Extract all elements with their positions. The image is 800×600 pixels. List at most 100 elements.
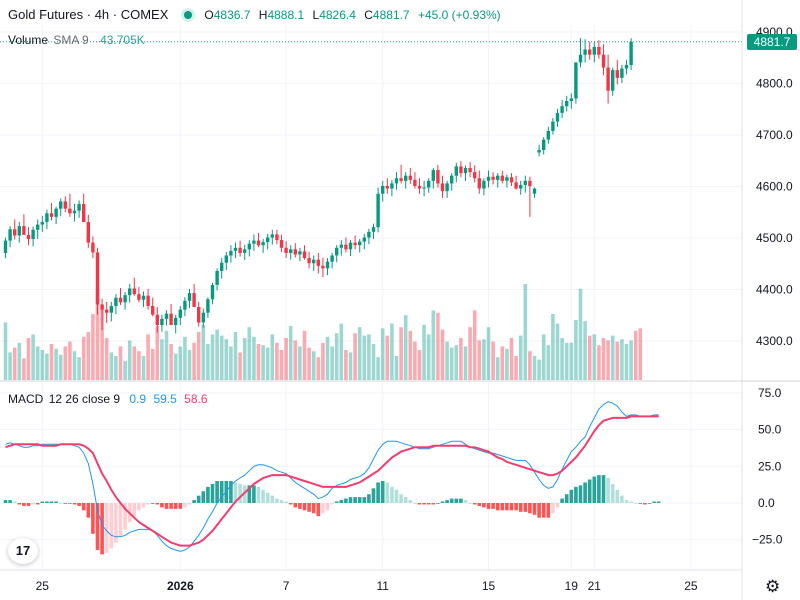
candle	[450, 173, 454, 191]
candle	[109, 301, 113, 322]
volume-bar	[449, 347, 454, 380]
volume-bar	[468, 327, 472, 380]
volume-bar	[615, 341, 620, 380]
volume-bar	[123, 360, 127, 380]
macd-histogram-bar	[49, 501, 54, 503]
macd-histogram-bar	[399, 494, 403, 503]
candle	[555, 108, 560, 127]
candle	[565, 95, 569, 112]
candle-body	[151, 305, 155, 315]
candle-body	[413, 179, 417, 186]
volume-bar	[127, 340, 132, 380]
candle	[436, 164, 440, 188]
macd-legend[interactable]: MACD 12 26 close 9 0.9 59.5 58.6	[8, 392, 208, 406]
candle-body	[91, 242, 95, 253]
candle-body	[220, 262, 224, 271]
candle	[72, 204, 77, 222]
candle	[523, 175, 527, 193]
volume-bar	[500, 346, 505, 380]
macd-histogram-bar	[26, 503, 31, 506]
volume-bar	[247, 327, 252, 380]
volume-bar	[422, 324, 426, 380]
volume-bar	[242, 338, 247, 380]
candle	[215, 268, 219, 291]
macd-histogram-bar	[495, 503, 500, 511]
macd-histogram-bar	[219, 480, 224, 503]
volume-bar	[601, 338, 606, 380]
candle-body	[592, 46, 596, 55]
volume-bar	[403, 315, 408, 380]
candle	[505, 174, 509, 188]
candle-body	[146, 295, 150, 306]
candle-body	[578, 54, 583, 63]
candle	[463, 165, 468, 181]
candle-body	[390, 183, 394, 189]
candle-body	[243, 249, 247, 253]
macd-histogram-bar	[390, 486, 394, 503]
candle	[592, 41, 596, 63]
candle-body	[123, 295, 127, 303]
candle-body	[261, 242, 265, 246]
macd-histogram-bar	[601, 475, 606, 503]
macd-histogram-bar	[587, 479, 592, 503]
macd-histogram-bar	[518, 503, 523, 512]
candle	[45, 209, 49, 230]
volume-bar	[564, 342, 569, 380]
volume-bar	[394, 356, 399, 380]
candle	[105, 301, 109, 323]
volume-legend[interactable]: Volume SMA 9 43.705K	[8, 33, 145, 47]
candle	[482, 178, 486, 196]
candle-body	[422, 187, 426, 189]
tradingview-logo-icon[interactable]: 17	[8, 538, 38, 564]
candle-body	[417, 185, 422, 189]
volume-bar	[353, 333, 357, 380]
candle-body	[178, 309, 182, 318]
macd-histogram-bar	[546, 503, 551, 518]
volume-bar	[624, 344, 629, 380]
close-label: C	[364, 7, 373, 22]
candle	[339, 240, 343, 256]
candle	[509, 173, 514, 186]
volume-bar	[219, 335, 224, 380]
macd-histogram-bar	[344, 498, 348, 503]
candle-body	[615, 70, 619, 78]
volume-bar	[454, 345, 459, 380]
candle	[243, 244, 247, 261]
macd-histogram-bar	[330, 503, 334, 505]
candle-body	[54, 208, 58, 217]
symbol-title[interactable]: Gold Futures · 4h · COMEX	[8, 7, 169, 22]
candle-body	[542, 139, 546, 150]
volume-bar	[362, 335, 367, 380]
candle	[238, 240, 242, 257]
macd-histogram-bar	[164, 503, 169, 509]
gear-icon[interactable]: ⚙	[765, 577, 781, 596]
candle-body	[302, 251, 307, 259]
candle-body	[569, 98, 573, 102]
candle-body	[270, 234, 274, 238]
volume-bar	[316, 357, 321, 380]
volume-bar	[17, 342, 22, 380]
candle	[169, 303, 173, 326]
open-value: 4836.7	[213, 7, 251, 22]
candle-body	[128, 288, 132, 296]
candle-body	[238, 247, 242, 253]
macd-histogram-bar	[132, 503, 137, 517]
macd-histogram-bar	[109, 503, 114, 549]
volume-bar	[551, 314, 555, 380]
macd-histogram-bar	[118, 503, 123, 537]
symbol-header: Gold Futures · 4h · COMEX O4836.7 H4888.…	[8, 7, 501, 22]
macd-histogram-bar	[173, 503, 178, 509]
volume-bar	[325, 336, 330, 380]
macd-histogram-bar	[210, 483, 215, 503]
macd-histogram-bar	[463, 500, 468, 503]
candle-body	[491, 176, 495, 180]
macd-histogram-bar	[380, 480, 385, 503]
macd-histogram-bar	[192, 500, 196, 503]
candle	[542, 137, 546, 155]
macd-histogram-bar	[104, 503, 109, 553]
volume-value: 43.705K	[100, 33, 145, 47]
candle	[266, 233, 270, 250]
macd-histogram-bar	[17, 503, 22, 505]
candle	[146, 288, 150, 310]
